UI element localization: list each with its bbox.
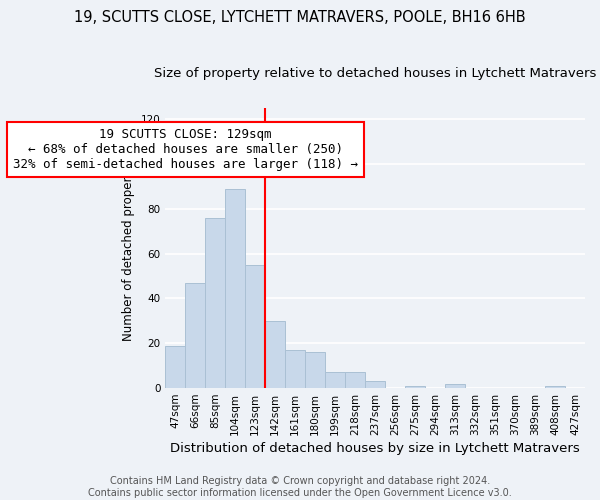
- Bar: [545, 386, 565, 388]
- Bar: [265, 321, 285, 388]
- Bar: [345, 372, 365, 388]
- Bar: [405, 386, 425, 388]
- Bar: [285, 350, 305, 388]
- Bar: [365, 382, 385, 388]
- Bar: [205, 218, 226, 388]
- Bar: [226, 188, 245, 388]
- Y-axis label: Number of detached properties: Number of detached properties: [122, 155, 135, 341]
- X-axis label: Distribution of detached houses by size in Lytchett Matravers: Distribution of detached houses by size …: [170, 442, 580, 455]
- Text: 19, SCUTTS CLOSE, LYTCHETT MATRAVERS, POOLE, BH16 6HB: 19, SCUTTS CLOSE, LYTCHETT MATRAVERS, PO…: [74, 10, 526, 25]
- Text: Contains HM Land Registry data © Crown copyright and database right 2024.
Contai: Contains HM Land Registry data © Crown c…: [88, 476, 512, 498]
- Text: 19 SCUTTS CLOSE: 129sqm
← 68% of detached houses are smaller (250)
32% of semi-d: 19 SCUTTS CLOSE: 129sqm ← 68% of detache…: [13, 128, 358, 171]
- Bar: [185, 283, 205, 388]
- Bar: [445, 384, 465, 388]
- Bar: [166, 346, 185, 388]
- Bar: [325, 372, 345, 388]
- Bar: [305, 352, 325, 388]
- Title: Size of property relative to detached houses in Lytchett Matravers: Size of property relative to detached ho…: [154, 68, 596, 80]
- Bar: [245, 265, 265, 388]
